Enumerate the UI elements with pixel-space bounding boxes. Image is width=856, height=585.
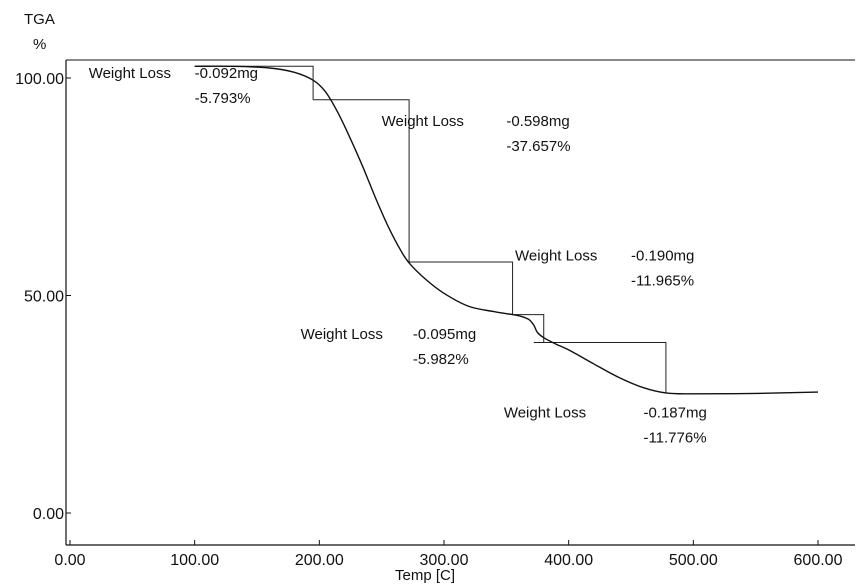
weight-loss-mass: -0.190mg: [631, 248, 694, 265]
weight-loss-small-bracket: [512, 314, 545, 343]
plot-area: 0.00 100.00 200.00 300.00 400.00 500.00 600.00…: [15, 59, 855, 569]
x-tick-label: 200.00: [295, 552, 344, 569]
weight-loss-mass: -0.187mg: [643, 404, 706, 421]
x-tick-label: 0.00: [54, 552, 85, 569]
weight-loss-label: Weight Loss: [89, 65, 171, 82]
x-tick-label: 600.00: [794, 552, 843, 569]
y-axis-title-line2: %: [33, 36, 46, 53]
weight-loss-step-bracket: [313, 99, 410, 263]
weight-loss-step-bracket: [533, 341, 667, 393]
x-tick-label: 300.00: [420, 552, 469, 569]
x-axis-title: Temp [C]: [395, 567, 455, 584]
weight-loss-mass: -0.092mg: [195, 65, 258, 82]
weight-loss-percent: -37.657%: [506, 138, 570, 155]
weight-loss-mass: -0.598mg: [506, 113, 569, 130]
weight-loss-label: Weight Loss: [301, 326, 383, 343]
weight-loss-percent: -5.793%: [195, 90, 251, 107]
weight-loss-percent: -5.982%: [413, 351, 469, 368]
x-tick-label: 500.00: [669, 552, 718, 569]
y-tick-label: 100.00: [15, 71, 64, 88]
weight-loss-label: Weight Loss: [515, 248, 597, 265]
tga-curve-line: [194, 65, 819, 395]
weight-loss-percent: -11.776%: [643, 429, 706, 446]
x-tick-label: 400.00: [544, 552, 593, 569]
y-axis-title-line1: TGA: [24, 11, 55, 28]
weight-loss-label: Weight Loss: [504, 404, 586, 421]
weight-loss-label: Weight Loss: [382, 113, 464, 130]
weight-loss-step-bracket: [409, 261, 514, 315]
weight-loss-mass: -0.095mg: [413, 326, 476, 343]
x-tick-label: 100.00: [170, 552, 219, 569]
weight-loss-percent: -11.965%: [631, 273, 694, 290]
y-tick-label: 0.00: [33, 506, 64, 523]
y-tick-label: 50.00: [24, 289, 64, 306]
